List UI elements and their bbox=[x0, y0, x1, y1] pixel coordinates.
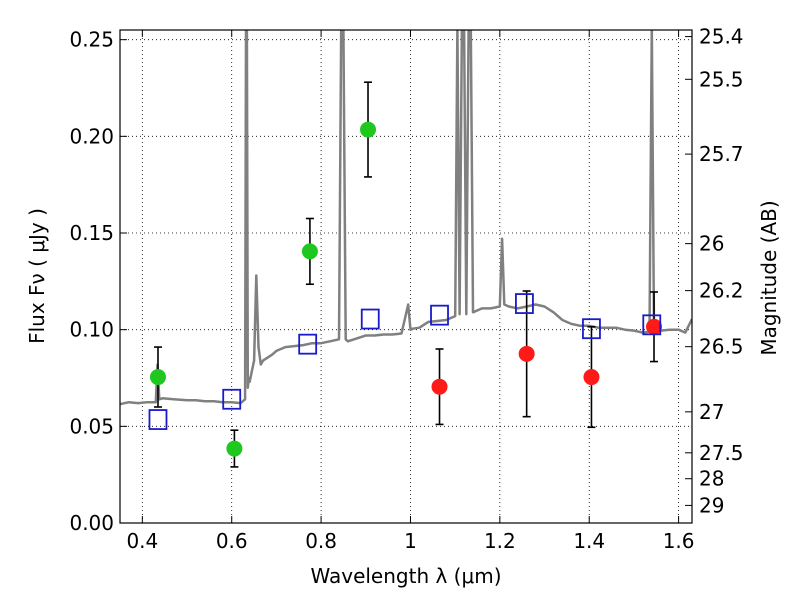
magnitude-tick-label: 25.7 bbox=[699, 142, 744, 166]
magnitude-tick-label: 25.5 bbox=[699, 67, 744, 91]
x-tick-label: 0.4 bbox=[126, 529, 158, 553]
magnitude-tick-label: 28 bbox=[699, 467, 724, 491]
y2-axis-label: Magnitude (AB) bbox=[757, 200, 781, 355]
y-tick-label: 0.05 bbox=[69, 414, 114, 438]
circle-marker bbox=[583, 369, 600, 386]
magnitude-tick-label: 26.5 bbox=[699, 335, 744, 359]
magnitude-tick-label: 27 bbox=[699, 400, 724, 424]
y-tick-label: 0.25 bbox=[69, 28, 114, 52]
plot-frame bbox=[119, 29, 693, 524]
marker-layer bbox=[148, 81, 663, 468]
square-marker bbox=[298, 333, 318, 355]
circle-marker bbox=[149, 369, 166, 386]
y-tick-label: 0.20 bbox=[69, 124, 114, 148]
magnitude-tick-label: 26 bbox=[699, 232, 724, 256]
grid-lines bbox=[120, 30, 692, 523]
circle-marker bbox=[360, 121, 377, 138]
magnitude-tick-label: 26.2 bbox=[699, 279, 744, 303]
x-tick-label: 1.6 bbox=[663, 529, 695, 553]
square-marker bbox=[515, 293, 534, 314]
y-tick-label: 0.15 bbox=[69, 221, 114, 245]
magnitude-tick-label: 27.5 bbox=[699, 441, 744, 465]
x-tick-label: 1 bbox=[404, 529, 417, 553]
square-marker bbox=[222, 388, 242, 410]
circle-marker bbox=[226, 440, 243, 457]
circle-marker bbox=[431, 378, 448, 395]
x-tick-label: 1.2 bbox=[484, 529, 516, 553]
magnitude-tick-label: 25.4 bbox=[699, 25, 744, 49]
square-marker bbox=[360, 308, 380, 330]
x-tick-label: 0.8 bbox=[305, 529, 337, 553]
x-tick-label: 1.4 bbox=[573, 529, 605, 553]
axis-ticks: 0.4 0.6 0.8 1 1.2 1.4 1.6 0.00 0.05 0.10 0.15 0.20 0… bbox=[69, 25, 743, 553]
y-tick-label: 0.10 bbox=[69, 318, 114, 342]
x-tick-label: 0.6 bbox=[216, 529, 248, 553]
y-axis-label: Flux Fν ( μJy ) bbox=[25, 208, 49, 344]
y-tick-label: 0.00 bbox=[69, 511, 114, 535]
circle-marker bbox=[646, 318, 663, 335]
square-marker bbox=[642, 314, 662, 336]
circle-marker bbox=[301, 243, 318, 260]
spectrum-layer bbox=[120, 30, 692, 406]
circle-marker bbox=[518, 345, 535, 362]
x-axis-label: Wavelength λ (μm) bbox=[310, 564, 501, 588]
square-marker bbox=[430, 304, 449, 326]
magnitude-tick-label: 29 bbox=[699, 493, 724, 517]
square-marker bbox=[148, 409, 168, 430]
spectrum-line bbox=[120, 30, 692, 406]
square-marker bbox=[582, 318, 601, 340]
